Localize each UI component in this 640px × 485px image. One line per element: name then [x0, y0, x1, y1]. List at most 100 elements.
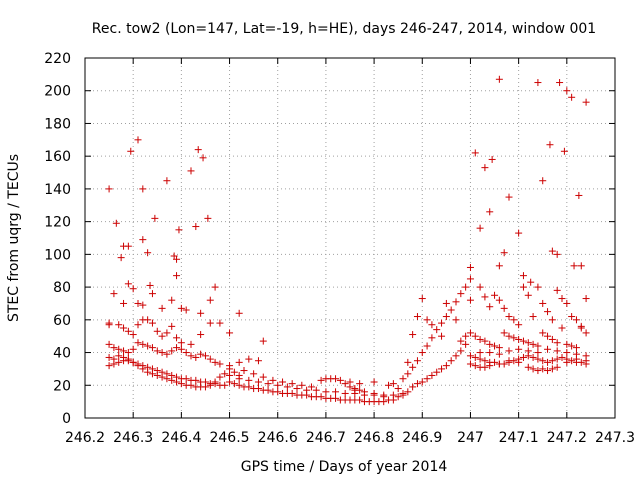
data-point — [452, 316, 460, 324]
data-point — [230, 380, 238, 388]
data-point — [466, 263, 474, 271]
data-point — [486, 362, 494, 370]
data-point — [346, 378, 354, 386]
data-point — [385, 381, 393, 389]
data-point — [112, 219, 120, 227]
data-point — [351, 386, 359, 394]
data-point — [486, 349, 494, 357]
data-point — [148, 319, 156, 327]
data-point — [197, 331, 205, 339]
data-point — [491, 358, 499, 366]
data-point — [447, 357, 455, 365]
y-tick-label: 120 — [44, 215, 71, 231]
data-point — [254, 357, 262, 365]
data-point — [466, 360, 474, 368]
data-point — [110, 344, 118, 352]
data-point — [481, 164, 489, 172]
data-point — [519, 272, 527, 280]
data-point — [370, 389, 378, 397]
data-point — [235, 358, 243, 366]
data-point — [553, 347, 561, 355]
data-point — [466, 329, 474, 337]
data-point — [332, 375, 340, 383]
data-point — [515, 229, 523, 237]
data-point — [226, 378, 234, 386]
data-point — [553, 339, 561, 347]
data-point — [500, 249, 508, 257]
data-point — [404, 370, 412, 378]
data-point — [423, 375, 431, 383]
data-point — [519, 337, 527, 345]
data-point — [158, 332, 166, 340]
data-point — [505, 193, 513, 201]
data-point — [495, 360, 503, 368]
data-point — [582, 352, 590, 360]
data-point — [457, 337, 465, 345]
data-point — [144, 342, 152, 350]
data-point — [568, 342, 576, 350]
data-point — [163, 329, 171, 337]
data-point — [510, 334, 518, 342]
data-point — [529, 353, 537, 361]
data-point — [139, 340, 147, 348]
data-point — [129, 331, 137, 339]
x-tick-label: 246.3 — [113, 430, 153, 446]
data-point — [423, 316, 431, 324]
data-points — [105, 75, 590, 406]
data-point — [163, 177, 171, 185]
data-point — [194, 146, 202, 154]
data-point — [500, 304, 508, 312]
data-point — [546, 141, 554, 149]
data-point — [134, 362, 142, 370]
data-point — [211, 283, 219, 291]
data-point — [428, 321, 436, 329]
data-point — [235, 309, 243, 317]
data-point — [129, 285, 137, 293]
data-point — [462, 283, 470, 291]
data-point — [105, 353, 113, 361]
data-point — [206, 296, 214, 304]
data-point — [462, 332, 470, 340]
data-point — [476, 349, 484, 357]
data-point — [144, 368, 152, 376]
data-point — [462, 340, 470, 348]
data-point — [158, 349, 166, 357]
data-point — [471, 149, 479, 157]
data-point — [539, 329, 547, 337]
data-point — [534, 355, 542, 363]
data-point — [394, 385, 402, 393]
data-point — [544, 345, 552, 353]
data-point — [481, 363, 489, 371]
data-point — [211, 358, 219, 366]
data-point — [139, 185, 147, 193]
y-tick-label: 20 — [53, 378, 71, 394]
data-point — [481, 293, 489, 301]
data-point — [433, 326, 441, 334]
data-point — [404, 388, 412, 396]
data-point — [168, 376, 176, 384]
data-point — [428, 371, 436, 379]
x-tick-label: 247 — [457, 430, 484, 446]
data-point — [476, 224, 484, 232]
data-point — [544, 358, 552, 366]
x-tick-label: 247.1 — [499, 430, 539, 446]
data-point — [524, 291, 532, 299]
data-point — [336, 376, 344, 384]
data-point — [153, 327, 161, 335]
data-point — [394, 393, 402, 401]
x-tick-label: 246.8 — [354, 430, 394, 446]
data-point — [192, 376, 200, 384]
data-point — [442, 362, 450, 370]
data-point — [187, 381, 195, 389]
data-point — [539, 299, 547, 307]
data-point — [105, 321, 113, 329]
data-point — [144, 316, 152, 324]
data-point — [288, 389, 296, 397]
data-point — [486, 303, 494, 311]
data-point — [187, 352, 195, 360]
data-point — [148, 370, 156, 378]
data-point — [105, 340, 113, 348]
data-point — [563, 358, 571, 366]
data-point — [168, 296, 176, 304]
data-point — [418, 295, 426, 303]
